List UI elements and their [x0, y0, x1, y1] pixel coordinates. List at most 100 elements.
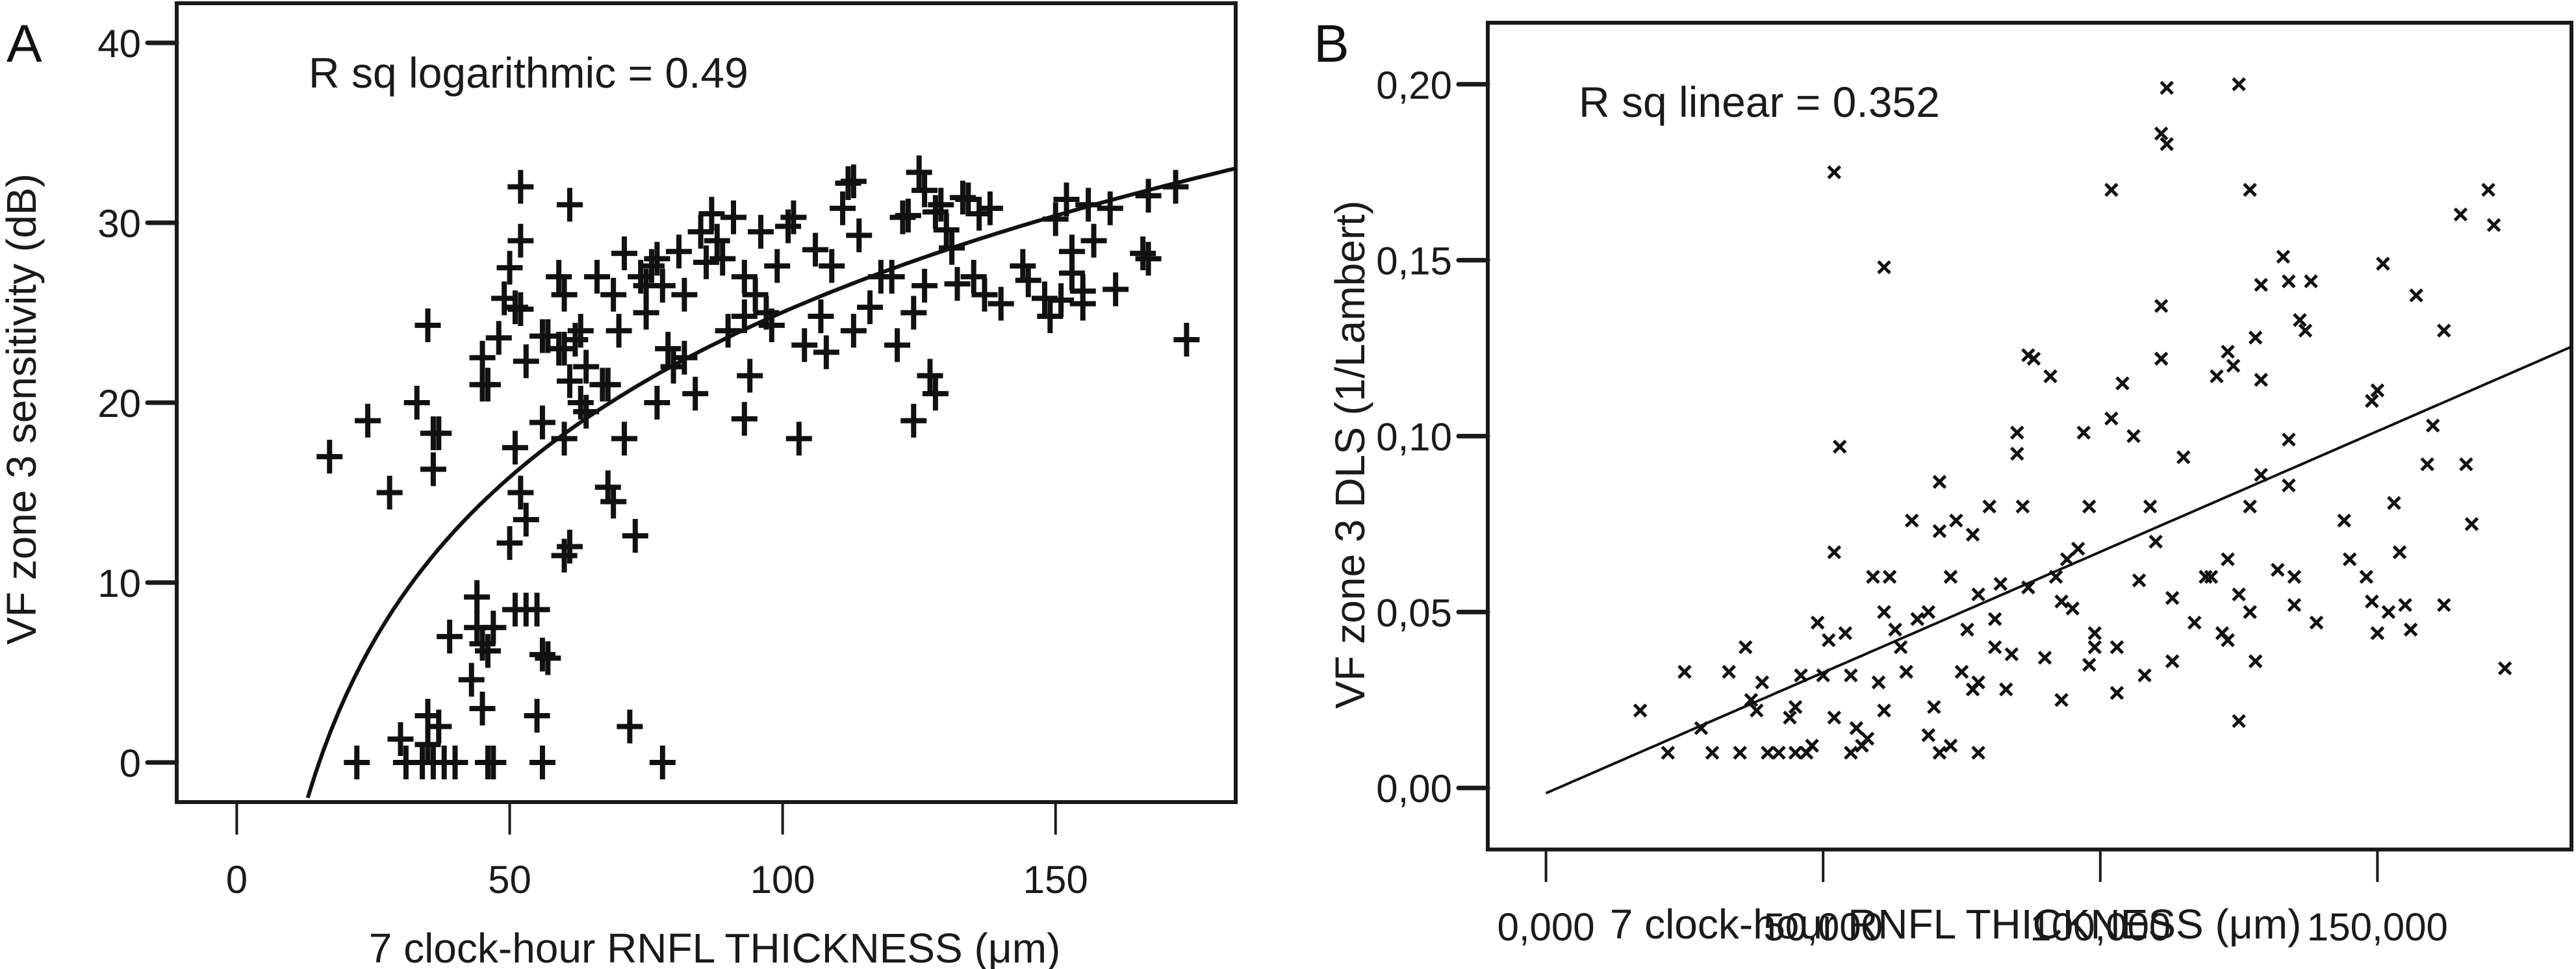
- panel-a-r-squared-annotation: R sq logarithmic = 0.49: [309, 49, 748, 97]
- panel-b-data-point: [2436, 323, 2451, 338]
- panel-a-data-point: [611, 236, 637, 271]
- panel-a-data-point: [573, 394, 600, 429]
- panel-b-data-point: [1772, 746, 1786, 760]
- panel-b-data-point: [1904, 513, 1919, 528]
- panel-a-data-point: [600, 485, 627, 519]
- panel-a-data-point: [976, 191, 1003, 225]
- panel-a-data-point: [458, 662, 485, 697]
- panel-a-logarithmic-fit-curve: [305, 166, 1236, 799]
- panel-b-data-point: [2248, 654, 2263, 668]
- panel-b-data-point: [2370, 626, 2385, 640]
- panel-a-data-point: [600, 277, 627, 312]
- panel-b-data-point: [2436, 598, 2451, 612]
- panel-b-y-tick-label: 0,20: [1376, 64, 1452, 107]
- panel-a-data-point: [546, 260, 572, 294]
- panel-b-data-point: [2104, 411, 2119, 426]
- panel-b-data-point: [2392, 545, 2407, 560]
- panel-a-data-point: [507, 223, 534, 258]
- panel-a-y-tick-label: 20: [97, 382, 141, 425]
- panel-b-data-point: [2232, 77, 2246, 92]
- panel-b-data-point: [2160, 81, 2174, 95]
- panel-b-data-point: [1965, 527, 1980, 542]
- panel-a-data-point: [485, 321, 512, 355]
- panel-b-data-point: [1871, 675, 1886, 690]
- panel-a-y-tick-label: 10: [97, 562, 141, 605]
- panel-a-data-point: [682, 377, 709, 411]
- panel-a-data-point: [594, 470, 621, 505]
- panel-b-data-point: [2160, 137, 2174, 151]
- panel-a-label: A: [6, 14, 42, 73]
- panel-a-data-point: [693, 245, 719, 279]
- panel-a-data-point: [813, 335, 839, 370]
- panel-a-data-point: [912, 173, 938, 208]
- panel-b-data-point: [1971, 746, 1985, 760]
- panel-b-data-point: [2282, 478, 2296, 493]
- panel-b-data-point: [2425, 418, 2440, 433]
- panel-a-data-point: [420, 452, 446, 486]
- panel-b-data-point: [2293, 312, 2307, 327]
- panel-b-data-point: [2287, 598, 2302, 612]
- panel-a-data-point: [988, 286, 1014, 321]
- panel-b-data-point: [2187, 615, 2202, 630]
- panel-a-data-point: [480, 746, 507, 780]
- panel-b-data-point: [1738, 640, 1753, 655]
- panel-b-data-point: [2232, 714, 2246, 729]
- panel-a-data-point: [403, 386, 430, 420]
- panel-b-data-point: [2154, 126, 2169, 141]
- panel-b-data-point: [2342, 552, 2357, 566]
- panel-a-data-point: [1015, 263, 1041, 297]
- panel-b-data-point: [2210, 369, 2224, 384]
- panel-b-data-point: [2060, 552, 2074, 566]
- panel-b-chart: B 0,00 0,05 0,10 0,15 0,20 0,000 50,000 100,00…: [1314, 14, 2573, 949]
- panel-a-data-point: [507, 292, 534, 326]
- panel-a-data-point: [944, 267, 971, 301]
- panel-b-data-point: [2115, 376, 2130, 391]
- panel-b-data-point: [2365, 594, 2379, 609]
- panel-a-data-point: [551, 538, 578, 573]
- panel-b-data-point: [2126, 429, 2141, 444]
- panel-b-data-point: [2370, 383, 2385, 397]
- panel-a-data-point: [1058, 256, 1085, 290]
- panel-a-data-point: [971, 277, 998, 312]
- panel-b-data-point: [2376, 257, 2390, 271]
- panel-a-data-point: [426, 416, 452, 451]
- panel-b-data-point: [1954, 664, 1969, 679]
- panel-b-data-point: [2403, 622, 2418, 637]
- panel-a-x-axis-title: 7 clock-hour RNFL THICKNESS (μm): [369, 925, 1061, 969]
- panel-b-data-point: [2232, 587, 2246, 602]
- panel-b-data-point: [2110, 686, 2124, 700]
- panel-b-data-point: [1838, 626, 1853, 640]
- panel-b-data-point: [1677, 664, 1692, 679]
- panel-b-data-point: [2409, 288, 2423, 303]
- panel-a-data-point: [414, 727, 441, 762]
- panel-b-data-point: [2010, 446, 2024, 461]
- panel-b-data-point: [2304, 274, 2318, 288]
- panel-a-data-point: [535, 641, 561, 675]
- panel-b-data-point: [2221, 633, 2235, 648]
- panel-b-data-point: [2287, 570, 2302, 584]
- panel-a-data-point: [715, 314, 741, 348]
- panel-a-data-point: [649, 746, 676, 780]
- panel-b-data-point: [1943, 738, 1958, 753]
- panel-a-y-tick-label: 40: [97, 22, 141, 66]
- panel-a-data-point: [655, 331, 682, 366]
- panel-a-data-point: [1097, 191, 1123, 225]
- panel-a-data-point: [502, 431, 528, 465]
- panel-a-data-point: [748, 214, 774, 249]
- panel-a-data-point: [622, 519, 648, 553]
- panel-a-data-point: [709, 242, 736, 276]
- panel-b-x-axis-title: 7 clock-hour RNFL THICKNESS (μm): [1610, 901, 2302, 948]
- panel-b-y-tick-label: 0,15: [1376, 240, 1452, 283]
- panel-a-data-point: [649, 268, 676, 303]
- panel-b-data-point: [1633, 703, 1648, 718]
- panel-a-data-point: [791, 328, 818, 362]
- panel-b-data-point: [1755, 675, 1770, 690]
- panel-a-data-point: [376, 475, 403, 510]
- panel-b-data-point: [1982, 499, 1996, 514]
- panel-b-data-point: [2254, 277, 2268, 292]
- panel-a-data-point: [1135, 242, 1162, 276]
- panel-a-data-point: [480, 610, 507, 645]
- panel-a-data-point: [556, 364, 583, 398]
- panel-b-data-point: [2110, 640, 2124, 655]
- panel-b-data-point: [1987, 640, 2002, 655]
